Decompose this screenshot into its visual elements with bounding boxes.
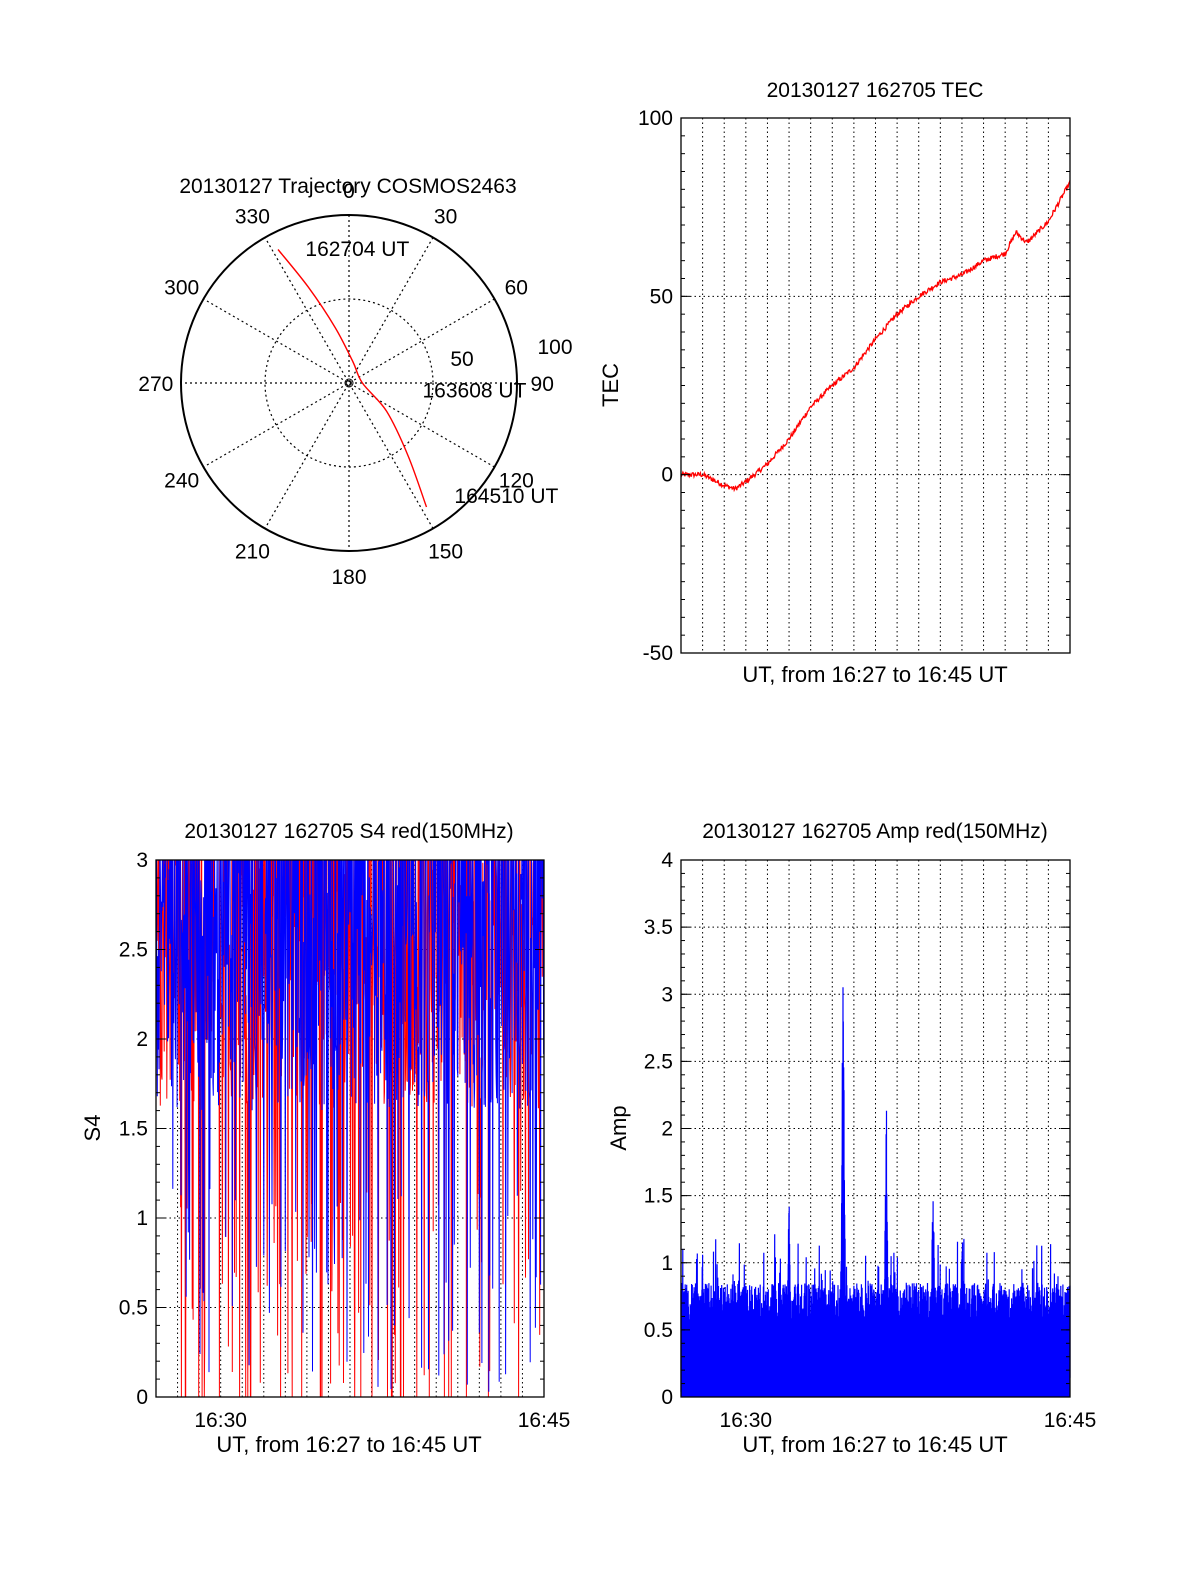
polar-angle-label: 120 (499, 470, 534, 493)
trajectory-polar-panel: 20130127 Trajectory COSMOS2463 0 30 60 90 12… (138, 175, 572, 589)
y-tick-label: 3 (136, 849, 148, 872)
x-tick-label: 16:30 (720, 1409, 773, 1432)
y-tick-label: 2.5 (119, 939, 148, 962)
polar-angle-label: 90 (531, 373, 554, 396)
tec-x-axis-label: UT, from 16:27 to 16:45 UT (742, 662, 1007, 687)
polar-trajectory (277, 249, 428, 508)
polar-angle-label: 240 (164, 470, 199, 493)
y-tick-label: 1.5 (119, 1118, 148, 1141)
y-tick-label: 0 (136, 1386, 148, 1409)
y-tick-label: 2.5 (644, 1050, 673, 1073)
amp-chart-title: 20130127 162705 Amp red(150MHz) (702, 820, 1048, 843)
s4-series-line (156, 860, 544, 1392)
s4-panel: 20130127 162705 S4 red(150MHz) 3 2.5 2 1.5 1… (80, 820, 570, 1457)
amp-axes: 4 3.5 3 2.5 2 1.5 1 0.5 0 16:30 16:45 (644, 849, 1096, 1432)
x-tick-label: 16:45 (518, 1409, 571, 1432)
tec-line (680, 180, 1071, 493)
y-tick-label: 0 (661, 1386, 673, 1409)
amp-y-axis-label: Amp (606, 1105, 631, 1150)
polar-spoke (203, 298, 495, 468)
polar-radial-label: 50 (450, 348, 473, 371)
y-tick-label: -50 (643, 642, 673, 665)
amp-series-fill (681, 1329, 1070, 1397)
tec-grid (681, 118, 1070, 653)
x-tick-label: 16:30 (194, 1409, 247, 1432)
s4-y-axis-label: S4 (80, 1115, 105, 1142)
y-tick-label: 0 (661, 464, 673, 487)
polar-angle-label: 270 (138, 373, 173, 396)
polar-angle-label: 150 (428, 540, 463, 563)
polar-angle-label: 180 (331, 566, 366, 589)
polar-grid (180, 214, 518, 552)
tec-y-axis-label: TEC (598, 363, 623, 407)
trajectory-time-label: 164510 UT (454, 485, 558, 508)
s4-chart-title: 20130127 162705 S4 red(150MHz) (184, 820, 513, 843)
polar-angle-label: 210 (235, 540, 270, 563)
amp-bars (680, 987, 1071, 1398)
polar-angle-label: 30 (434, 206, 457, 229)
x-tick-label: 16:45 (1044, 1409, 1097, 1432)
y-tick-label: 3.5 (644, 916, 673, 939)
polar-angle-label: 0 (343, 180, 355, 203)
amp-panel: 20130127 162705 Amp red(150MHz) 4 3.5 3 2.5… (606, 820, 1096, 1457)
trajectory-time-label: 163608 UT (423, 380, 527, 403)
polar-radial-label: 100 (537, 336, 572, 359)
y-tick-label: 0.5 (119, 1297, 148, 1320)
y-tick-label: 4 (661, 849, 673, 872)
s4-x-axis-label: UT, from 16:27 to 16:45 UT (216, 1432, 481, 1457)
polar-angle-labels: 0 30 60 90 120 150 180 210 240 270 300 330 50 100 (138, 180, 572, 589)
polar-chart-title: 20130127 Trajectory COSMOS2463 (179, 175, 516, 198)
polar-spoke (264, 237, 434, 529)
y-tick-label: 50 (650, 285, 673, 308)
trajectory-path (277, 249, 428, 508)
y-tick-label: 3 (661, 983, 673, 1006)
polar-angle-label: 300 (164, 276, 199, 299)
tec-panel: 20130127 162705 TEC 100 50 0 -50 UT, from 1… (598, 79, 1071, 687)
y-tick-label: 1 (136, 1207, 148, 1230)
y-tick-label: 100 (638, 107, 673, 130)
polar-spoke (264, 237, 434, 529)
y-tick-label: 2 (661, 1118, 673, 1141)
y-tick-label: 1.5 (644, 1185, 673, 1208)
tec-chart-title: 20130127 162705 TEC (767, 79, 984, 102)
polar-spoke (203, 298, 495, 468)
amp-x-axis-label: UT, from 16:27 to 16:45 UT (742, 1432, 1007, 1457)
polar-angle-label: 330 (235, 206, 270, 229)
tec-axes: 100 50 0 -50 (638, 107, 1071, 665)
s4-axes: 3 2.5 2 1.5 1 0.5 0 16:30 16:45 (119, 849, 570, 1432)
y-tick-label: 0.5 (644, 1319, 673, 1342)
trajectory-time-label: 162704 UT (305, 238, 409, 261)
polar-angle-label: 60 (505, 276, 528, 299)
y-tick-label: 1 (661, 1252, 673, 1275)
y-tick-label: 2 (136, 1028, 148, 1051)
tec-series-line (680, 180, 1071, 493)
s4-lines (156, 860, 544, 1397)
polar-annotations: 162704 UT 163608 UT 164510 UT (305, 238, 558, 508)
